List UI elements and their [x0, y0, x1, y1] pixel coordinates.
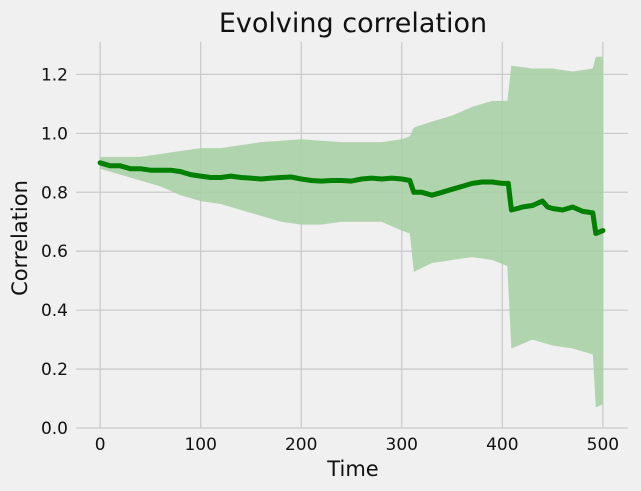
x-tick-label: 500	[587, 435, 619, 455]
confidence-band	[100, 56, 603, 408]
y-axis-label: Correlation	[8, 180, 32, 296]
tick-labels: 0 100 200 300 400 500 0.0 0.2 0.4 0.6 0.8 1.0 1.2	[41, 65, 619, 455]
y-tick-label: 0.8	[41, 183, 68, 203]
correlation-line	[97, 160, 606, 236]
y-tick-label: 0.0	[41, 419, 68, 439]
correlation-line-layer	[97, 160, 606, 236]
y-tick-label: 1.0	[41, 124, 68, 144]
x-tick-label: 400	[486, 435, 518, 455]
x-tick-label: 100	[184, 435, 216, 455]
y-tick-label: 0.6	[41, 242, 68, 262]
y-tick-label: 0.2	[41, 360, 68, 380]
x-axis-label: Time	[326, 457, 378, 481]
confidence-band-layer	[100, 56, 603, 408]
chart-title: Evolving correlation	[219, 8, 487, 39]
x-tick-label: 0	[95, 435, 106, 455]
y-tick-label: 1.2	[41, 65, 68, 85]
x-tick-label: 300	[386, 435, 418, 455]
y-tick-label: 0.4	[41, 301, 68, 321]
x-tick-label: 200	[285, 435, 317, 455]
